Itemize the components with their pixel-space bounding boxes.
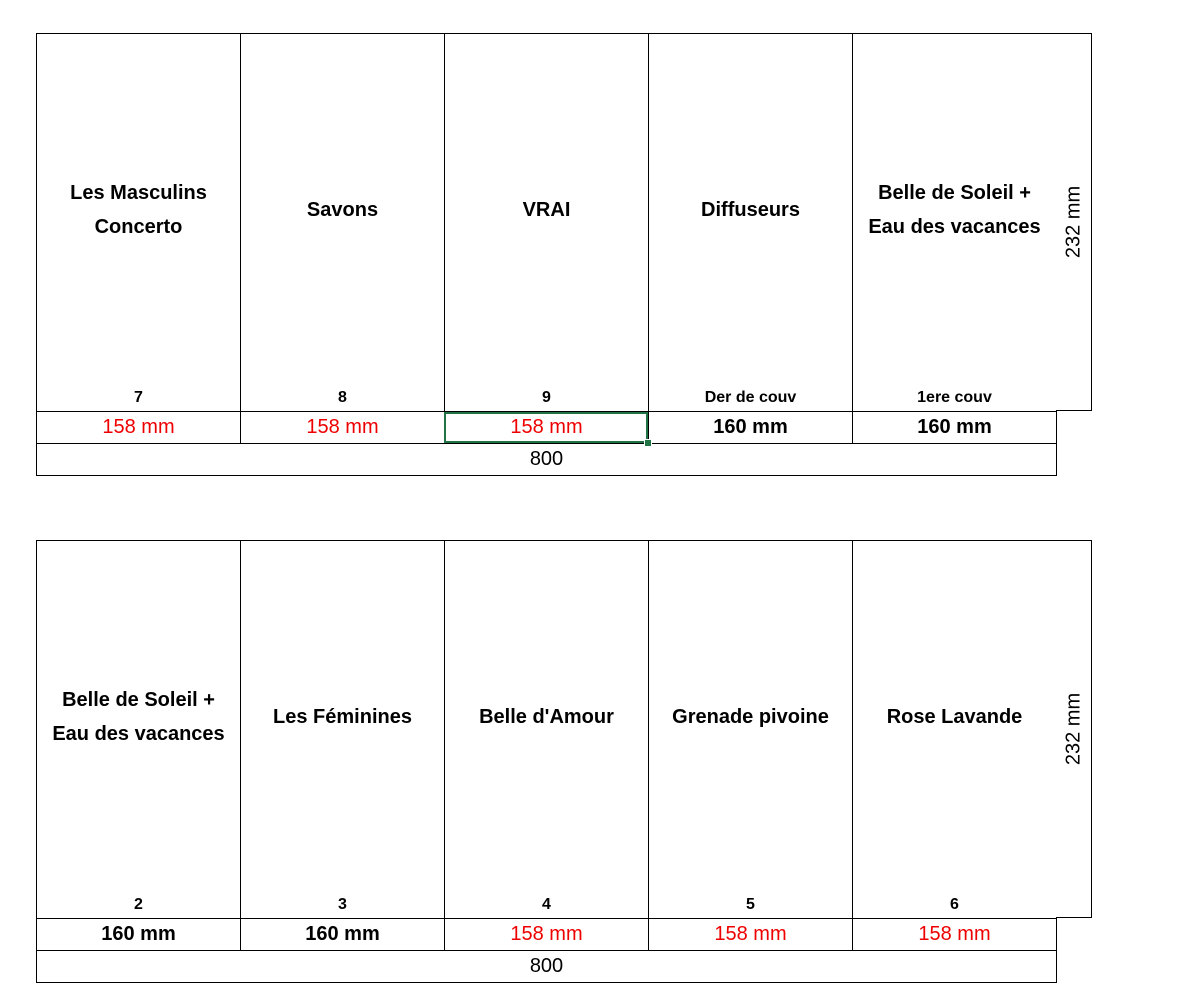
panel-number: 9 <box>542 389 551 406</box>
width-value: 158 mm <box>510 416 583 438</box>
width-cell[interactable]: 160 mm <box>648 412 852 443</box>
height-label: 232 mm <box>1062 185 1084 259</box>
panel-cell[interactable]: Grenade pivoine 5 <box>648 540 852 918</box>
panel-cell[interactable]: Diffuseurs Der de couv <box>648 33 852 411</box>
top-widths-row: 158 mm 158 mm 158 mm 160 mm 160 mm <box>36 411 1057 447</box>
panel-number: 4 <box>542 896 551 913</box>
panel-title: Les Masculins Concerto <box>70 182 207 238</box>
panel-number: 7 <box>134 389 143 406</box>
width-cell-selected[interactable]: 158 mm <box>444 412 652 447</box>
panel-title: Savons <box>306 199 379 221</box>
panel-cell[interactable]: Belle de Soleil + Eau des vacances 1ere … <box>852 33 1056 411</box>
width-cell[interactable]: 160 mm <box>852 412 1057 443</box>
panel-title: Les Féminines <box>273 706 412 728</box>
bottom-widths-row: 160 mm 160 mm 158 mm 158 mm 158 mm <box>36 918 1057 950</box>
panel-cell[interactable]: Rose Lavande 6 <box>852 540 1056 918</box>
height-cell[interactable]: 232 mm <box>1056 540 1092 918</box>
total-width-cell[interactable]: 800 <box>36 443 1057 476</box>
panel-title: Rose Lavande <box>886 706 1023 728</box>
panel-cell[interactable]: Les Féminines 3 <box>240 540 444 918</box>
panel-title: VRAI <box>522 199 571 221</box>
panel-number: Der de couv <box>704 389 797 406</box>
width-cell[interactable]: 158 mm <box>444 919 648 950</box>
height-cell[interactable]: 232 mm <box>1056 33 1092 411</box>
panel-number: 3 <box>338 896 347 913</box>
panel-number: 2 <box>134 896 143 913</box>
width-cell[interactable]: 160 mm <box>240 919 444 950</box>
bottom-layout-sheet: Belle de Soleil + Eau des vacances 2 Les… <box>36 540 1092 983</box>
height-label: 232 mm <box>1062 692 1084 766</box>
panel-cell[interactable]: VRAI 9 <box>444 33 648 411</box>
panel-cell[interactable]: Belle de Soleil + Eau des vacances 2 <box>36 540 240 918</box>
panel-title: Belle de Soleil + Eau des vacances <box>52 689 225 745</box>
width-cell[interactable]: 160 mm <box>36 919 240 950</box>
panel-number: 8 <box>338 389 347 406</box>
panel-number: 6 <box>950 896 959 913</box>
width-cell[interactable]: 158 mm <box>240 412 444 443</box>
panel-title: Grenade pivoine <box>672 706 829 728</box>
panel-title: Diffuseurs <box>701 199 800 221</box>
width-cell[interactable]: 158 mm <box>36 412 240 443</box>
top-panels-row: Les Masculins Concerto 7 Savons 8 VRAI 9… <box>36 33 1092 411</box>
top-layout-sheet: Les Masculins Concerto 7 Savons 8 VRAI 9… <box>36 33 1092 476</box>
panel-number: 5 <box>746 896 755 913</box>
panel-number: 1ere couv <box>917 389 992 406</box>
panel-cell[interactable]: Belle d'Amour 4 <box>444 540 648 918</box>
width-cell[interactable]: 158 mm <box>648 919 852 950</box>
panel-title: Belle de Soleil + Eau des vacances <box>868 182 1041 238</box>
panel-title: Belle d'Amour <box>479 706 614 728</box>
fill-handle[interactable] <box>644 439 652 447</box>
bottom-panels-row: Belle de Soleil + Eau des vacances 2 Les… <box>36 540 1092 918</box>
panel-cell[interactable]: Les Masculins Concerto 7 <box>36 33 240 411</box>
total-width-cell[interactable]: 800 <box>36 950 1057 983</box>
panel-cell[interactable]: Savons 8 <box>240 33 444 411</box>
width-cell[interactable]: 158 mm <box>852 919 1057 950</box>
